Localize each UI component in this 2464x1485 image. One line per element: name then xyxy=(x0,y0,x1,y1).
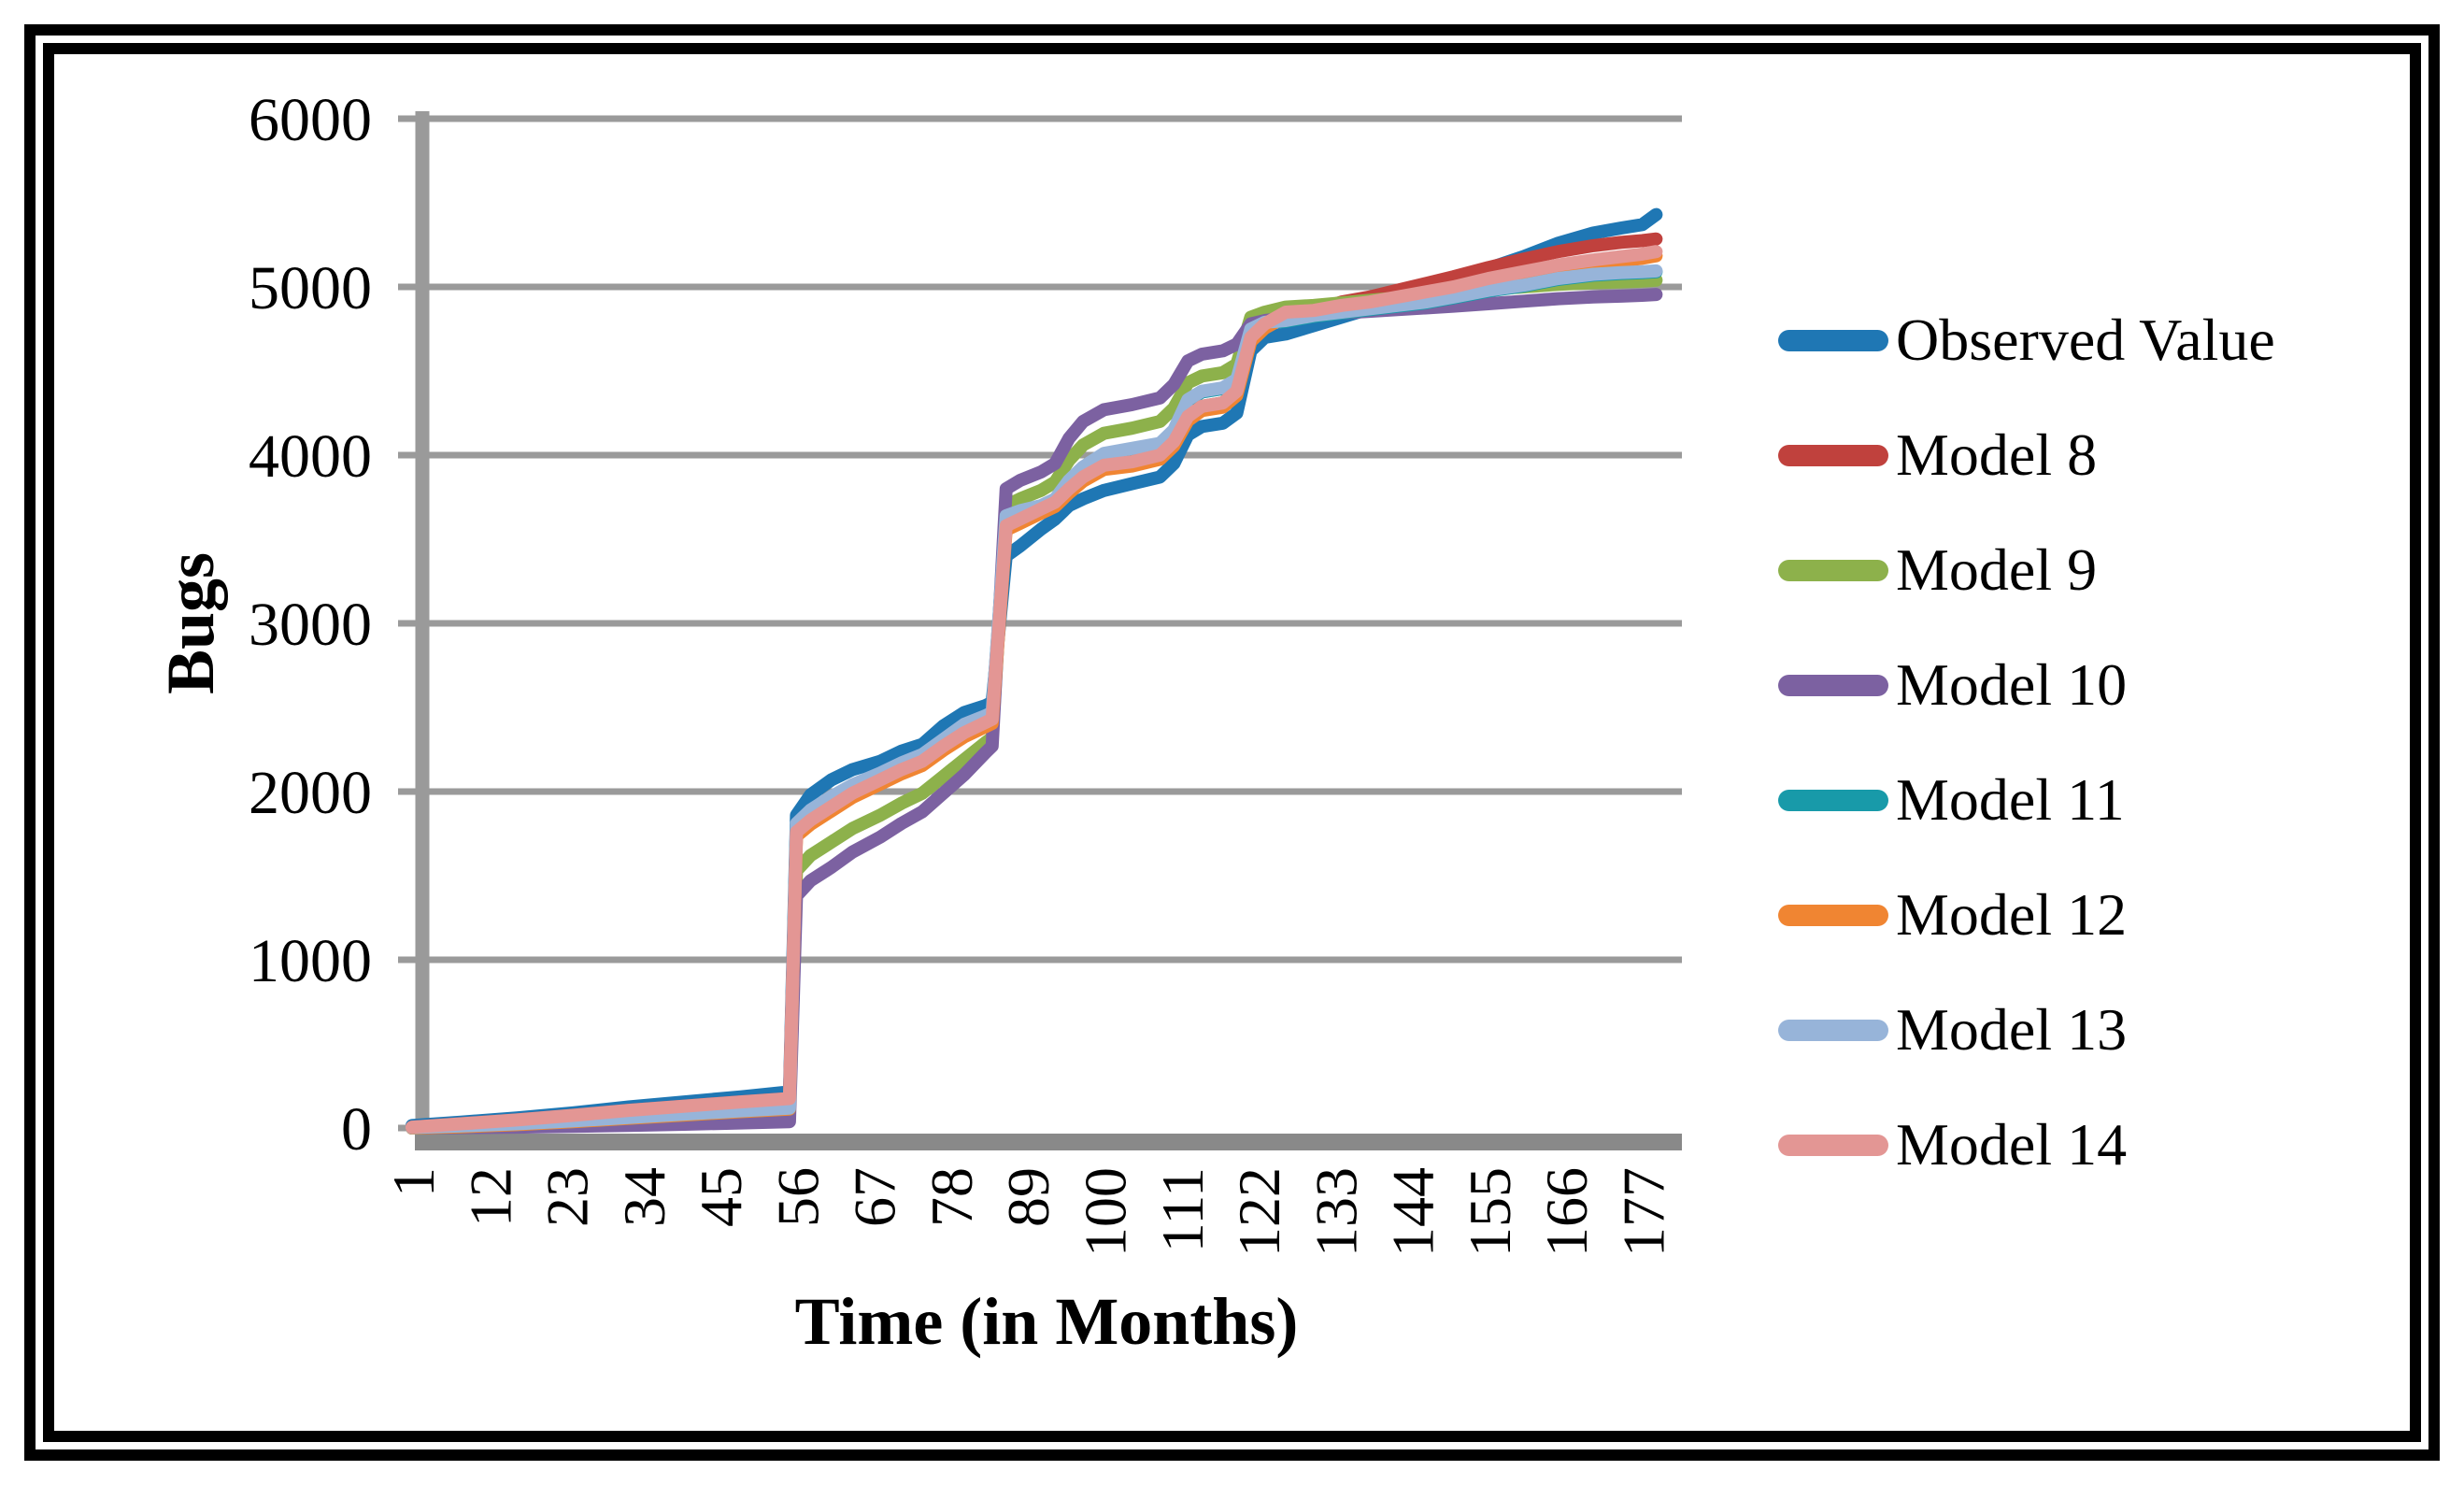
legend: Observed Value Model 8 Model 9 Model 10 Mode… xyxy=(1778,0,2376,1485)
legend-label: Model 11 xyxy=(1896,766,2125,833)
x-tick-label-89: 89 xyxy=(995,1167,1061,1227)
legend-swatch-icon xyxy=(1778,559,1888,581)
legend-swatch-icon xyxy=(1778,674,1888,696)
legend-label: Model 8 xyxy=(1896,421,2098,488)
legend-swatch-icon xyxy=(1778,329,1888,351)
legend-item-model-9: Model 9 xyxy=(1778,540,2097,600)
legend-label: Model 12 xyxy=(1896,881,2128,948)
series-line-model-14 xyxy=(406,245,1663,1135)
legend-item-model-10: Model 10 xyxy=(1778,655,2127,715)
x-tick-label-133: 133 xyxy=(1303,1167,1369,1257)
x-tick-label-78: 78 xyxy=(919,1167,985,1227)
legend-label: Model 13 xyxy=(1896,996,2128,1063)
y-tick-label-3000: 3000 xyxy=(249,591,372,659)
y-tick-label-4000: 4000 xyxy=(249,422,372,491)
legend-swatch-icon xyxy=(1778,1019,1888,1041)
x-tick-label-56: 56 xyxy=(764,1167,831,1227)
x-tick-label-1: 1 xyxy=(380,1167,447,1197)
x-tick-label-166: 166 xyxy=(1533,1167,1600,1257)
legend-label: Model 9 xyxy=(1896,536,2098,603)
legend-item-model-11: Model 11 xyxy=(1778,770,2125,830)
series-line-model-13 xyxy=(406,264,1663,1135)
series-line-observed-value xyxy=(406,207,1663,1133)
series-lines xyxy=(406,207,1663,1135)
x-axis-title: Time (in Months) xyxy=(795,1284,1299,1359)
series-line-model-8 xyxy=(406,232,1663,1135)
legend-item-model-14: Model 14 xyxy=(1778,1115,2127,1175)
series-line-model-11 xyxy=(406,264,1663,1135)
legend-item-observed-value: Observed Value xyxy=(1778,310,2275,370)
legend-label: Model 10 xyxy=(1896,651,2128,718)
series-line-model-10 xyxy=(406,288,1663,1135)
x-tick-label-12: 12 xyxy=(457,1167,523,1227)
x-axis-bar xyxy=(415,1134,1682,1150)
gridlines xyxy=(422,115,1682,964)
inner-border xyxy=(43,43,2421,1442)
legend-item-model-13: Model 13 xyxy=(1778,1000,2127,1060)
legend-label: Observed Value xyxy=(1896,307,2275,373)
series-line-model-12 xyxy=(406,249,1663,1135)
y-tick-label-6000: 6000 xyxy=(249,86,372,154)
y-tick-label-5000: 5000 xyxy=(249,254,372,322)
legend-item-model-8: Model 8 xyxy=(1778,425,2097,485)
legend-item-model-12: Model 12 xyxy=(1778,885,2127,945)
x-tick-label-45: 45 xyxy=(688,1167,754,1227)
tick-labels: 0 1000 2000 3000 4000 5000 6000 1 12 23 34 45 56 67 78… xyxy=(249,86,1677,1257)
x-tick-label-111: 111 xyxy=(1149,1167,1216,1252)
x-tick-label-122: 122 xyxy=(1226,1167,1292,1257)
x-tick-label-177: 177 xyxy=(1611,1167,1677,1257)
x-tick-label-155: 155 xyxy=(1457,1167,1523,1257)
legend-swatch-icon xyxy=(1778,1134,1888,1156)
outer-border xyxy=(24,24,2440,1461)
y-tick-label-1000: 1000 xyxy=(249,927,372,995)
y-axis-title: Bugs xyxy=(153,552,228,694)
legend-label: Model 14 xyxy=(1896,1111,2128,1178)
legend-swatch-icon xyxy=(1778,904,1888,926)
y-tick-label-0: 0 xyxy=(341,1095,372,1164)
x-tick-label-67: 67 xyxy=(842,1167,908,1227)
x-tick-label-100: 100 xyxy=(1073,1167,1139,1257)
axes xyxy=(398,111,1682,1150)
series-line-model-9 xyxy=(406,273,1663,1135)
legend-swatch-icon xyxy=(1778,789,1888,811)
x-tick-label-34: 34 xyxy=(611,1167,677,1227)
x-tick-label-144: 144 xyxy=(1380,1167,1446,1257)
x-tick-label-23: 23 xyxy=(534,1167,601,1227)
y-tick-label-2000: 2000 xyxy=(249,759,372,827)
legend-swatch-icon xyxy=(1778,444,1888,466)
